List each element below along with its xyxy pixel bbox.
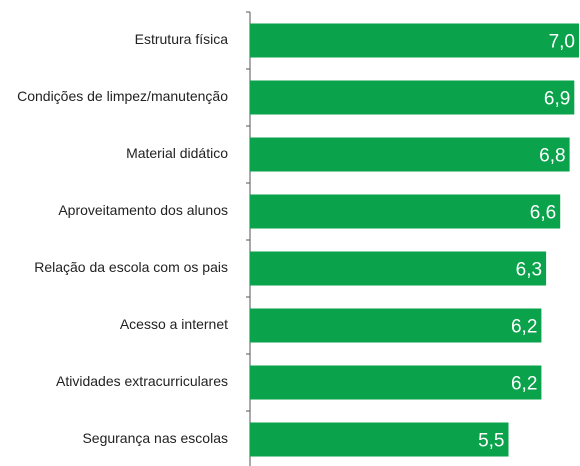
category-label: Relação da escola com os pais: [34, 259, 228, 275]
category-label: Condições de limpez/manutenção: [17, 88, 228, 104]
bar: [250, 422, 509, 457]
category-label: Atividades extracurriculares: [56, 373, 228, 389]
value-label: 6,3: [516, 260, 542, 281]
bar: [250, 308, 542, 343]
bar: [250, 194, 561, 229]
category-label: Aproveitamento dos alunos: [58, 202, 228, 218]
value-label: 6,6: [530, 203, 556, 224]
category-label: Material didático: [126, 145, 228, 161]
value-label: 7,0: [549, 32, 575, 53]
value-label: 5,5: [478, 431, 504, 452]
value-label: 6,2: [511, 374, 537, 395]
category-label: Acesso a internet: [120, 316, 228, 332]
category-label: Segurança nas escolas: [82, 430, 228, 446]
value-label: 6,8: [539, 146, 565, 167]
bar: [250, 23, 579, 58]
category-label: Estrutura física: [135, 31, 229, 47]
bar: [250, 137, 570, 172]
bar: [250, 80, 575, 115]
bar: [250, 365, 542, 400]
bar: [250, 251, 547, 286]
value-label: 6,2: [511, 317, 537, 338]
value-label: 6,9: [544, 89, 570, 110]
